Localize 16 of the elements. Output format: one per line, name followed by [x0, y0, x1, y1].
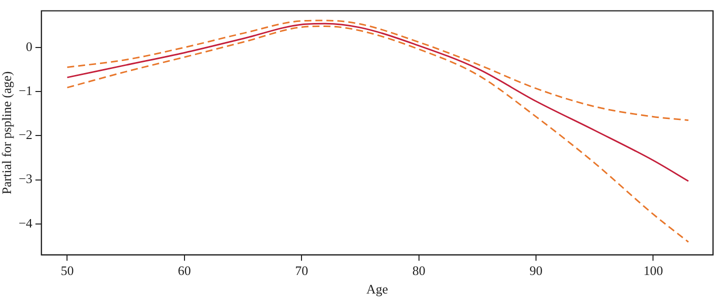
- line-series: [66, 25, 690, 243]
- x-axis-title: Age: [366, 282, 388, 297]
- y-tick-label: −1: [18, 82, 32, 98]
- y-tick-label: −4: [18, 215, 33, 230]
- x-tick-label: 80: [412, 263, 426, 278]
- x-tick-label: 60: [178, 263, 191, 278]
- y-tick-label: 0: [26, 38, 32, 54]
- line-series: [66, 20, 690, 121]
- x-tick-label: 70: [295, 263, 308, 278]
- y-tick-label: −2: [18, 127, 32, 142]
- x-tick-label: 90: [530, 263, 543, 278]
- y-axis-title: Partial for pspline (age): [0, 71, 14, 194]
- y-tick-label: −3: [18, 171, 32, 186]
- x-tick-label: 100: [643, 263, 663, 278]
- x-tick-label: 50: [60, 263, 74, 278]
- line-series: [66, 22, 690, 182]
